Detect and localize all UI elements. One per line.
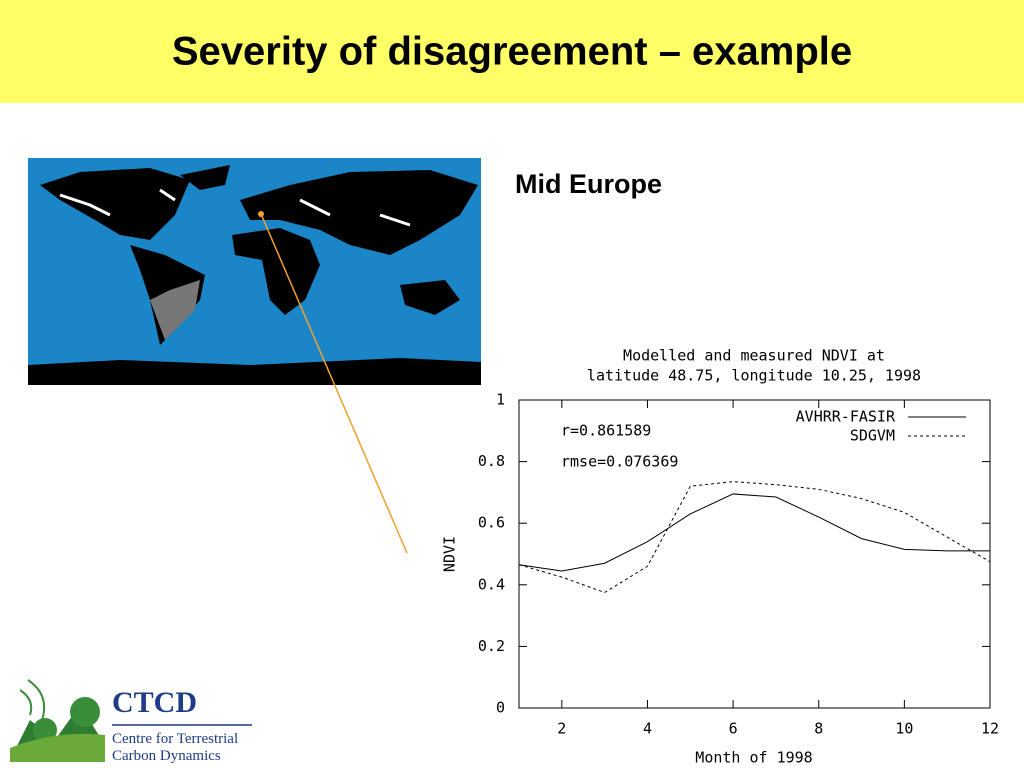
title-band — [0, 0, 1024, 103]
x-tick-label: 4 — [643, 720, 652, 738]
y-tick-label: 0.8 — [478, 452, 505, 470]
logo-acronym: CTCD — [112, 686, 197, 719]
world-map — [28, 158, 481, 385]
y-axis-label: NDVI — [441, 536, 459, 572]
logo-line: Centre for Terrestrial — [112, 731, 238, 747]
x-tick-label: 6 — [729, 720, 738, 738]
chart-title: latitude 48.75, longitude 10.25, 1998 — [587, 367, 921, 385]
pointer-line — [260, 213, 408, 554]
y-tick-label: 0.6 — [478, 514, 505, 532]
series-line — [518, 493, 990, 572]
annotation: r=0.861589 — [561, 422, 651, 440]
legend-label: SDGVM — [850, 427, 895, 445]
slide-title: Severity of disagreement – example — [172, 30, 852, 74]
x-tick-label: 10 — [895, 720, 913, 738]
chart: Modelled and measured NDVI at latitude 48… — [441, 347, 1000, 767]
y-tick-label: 0.4 — [478, 575, 505, 593]
region-label: Mid Europe — [515, 169, 662, 199]
y-tick-label: 0.2 — [478, 637, 505, 655]
logo: CTCD Centre for Terrestrial Carbon Dynam… — [10, 679, 252, 764]
x-tick-label: 2 — [557, 720, 566, 738]
annotation: rmse=0.076369 — [561, 453, 678, 471]
x-tick-label: 12 — [981, 720, 999, 738]
chart-title: Modelled and measured NDVI at — [623, 347, 885, 365]
y-tick-label: 0 — [496, 699, 505, 717]
plot-frame — [518, 399, 991, 709]
logo-line: Carbon Dynamics — [112, 748, 221, 764]
x-axis-label: Month of 1998 — [695, 749, 812, 767]
legend-label: AVHRR-FASIR — [796, 408, 896, 426]
series-line — [518, 481, 991, 594]
x-tick-label: 8 — [814, 720, 823, 738]
y-tick-label: 1 — [496, 391, 505, 409]
